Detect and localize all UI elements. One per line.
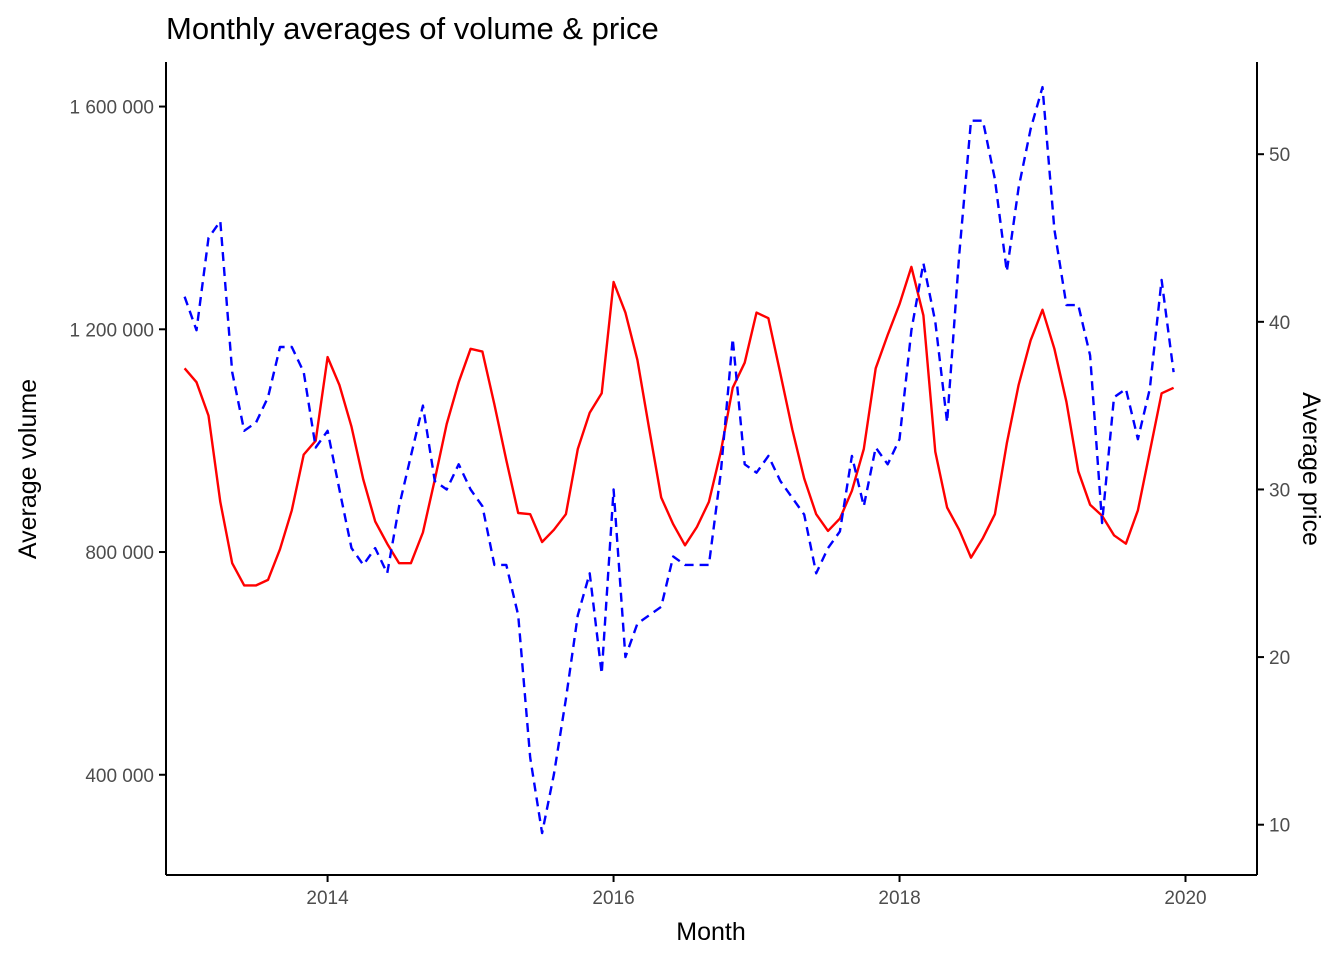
x-tick-label: 2020 — [1164, 888, 1206, 909]
x-tick-label: 2014 — [306, 888, 349, 909]
left-y-tick-label: 1 200 000 — [69, 320, 154, 341]
right-y-axis-title: Average price — [1297, 392, 1325, 546]
x-tick-label: 2016 — [592, 888, 634, 909]
left-y-tick-label: 400 000 — [85, 766, 154, 787]
x-tick-label: 2018 — [878, 888, 920, 909]
left-y-axis-title: Average volume — [14, 379, 42, 559]
left-y-tick-label: 1 600 000 — [69, 98, 154, 119]
price-series-line — [183, 85, 1175, 835]
right-y-tick-label: 30 — [1269, 480, 1290, 501]
tick-group: 2014 2016 2018 2020 400 000 800 000 1 200 000 1… — [69, 98, 1290, 909]
right-y-tick-label: 40 — [1269, 313, 1290, 334]
right-y-tick-label: 20 — [1269, 648, 1290, 669]
right-y-tick-label: 50 — [1269, 145, 1290, 166]
x-axis-title: Month — [676, 918, 745, 946]
volume-series-line — [183, 265, 1175, 587]
right-y-tick-label: 10 — [1269, 816, 1290, 837]
chart-title: Monthly averages of volume & price — [166, 11, 659, 46]
left-y-tick-label: 800 000 — [85, 543, 154, 564]
axes — [165, 62, 1258, 876]
series-group — [183, 85, 1175, 835]
